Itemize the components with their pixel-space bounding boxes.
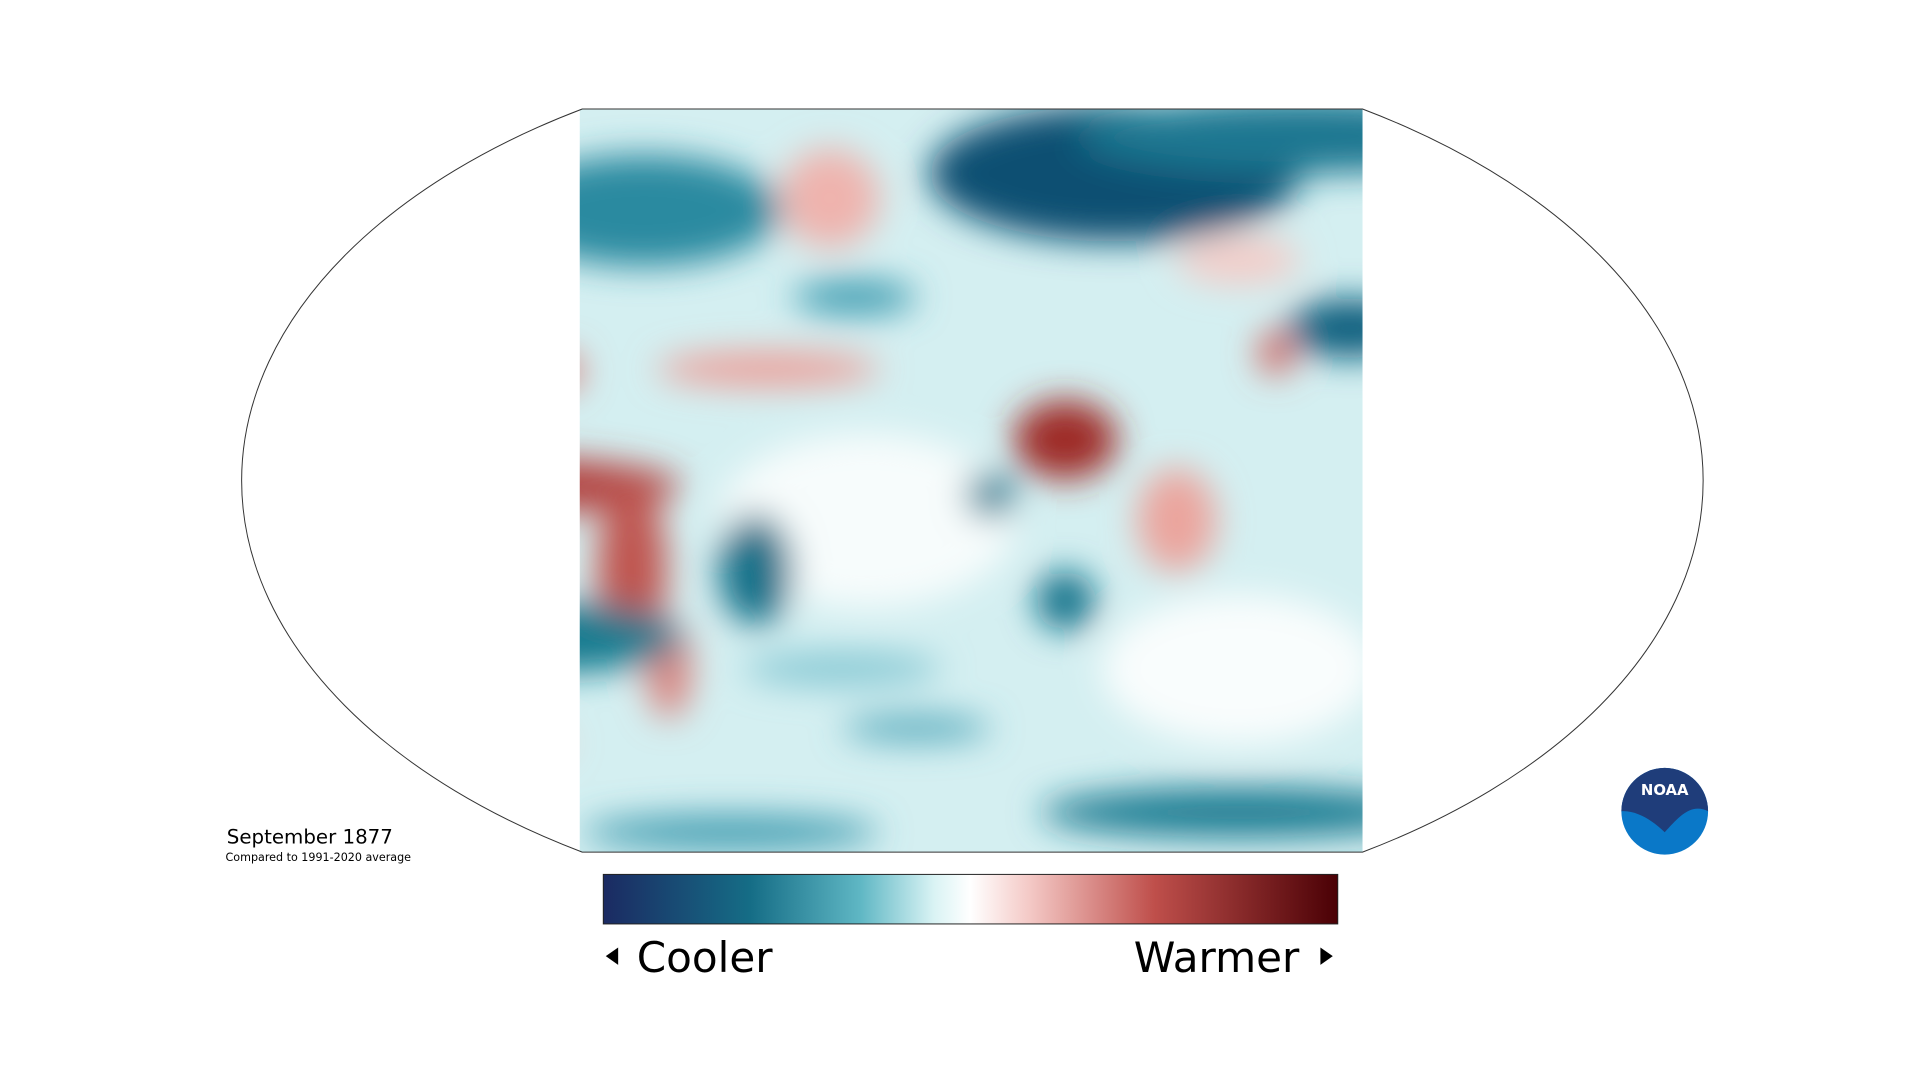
map xyxy=(579,108,1363,853)
legend-high-label: Warmer xyxy=(1134,933,1300,982)
noaa-logo: NOAA xyxy=(1621,767,1709,855)
logo-top xyxy=(1621,767,1709,833)
map-subtitle: Compared to 1991-2020 average xyxy=(226,851,412,864)
arrow-left xyxy=(605,947,619,965)
map-outline xyxy=(241,108,1704,853)
color-bar xyxy=(602,873,1339,925)
map-title: September 1877 xyxy=(227,825,393,848)
legend-low-label: Cooler xyxy=(637,933,774,982)
arrow-right xyxy=(1320,947,1333,965)
logo-text: NOAA xyxy=(1641,781,1689,799)
